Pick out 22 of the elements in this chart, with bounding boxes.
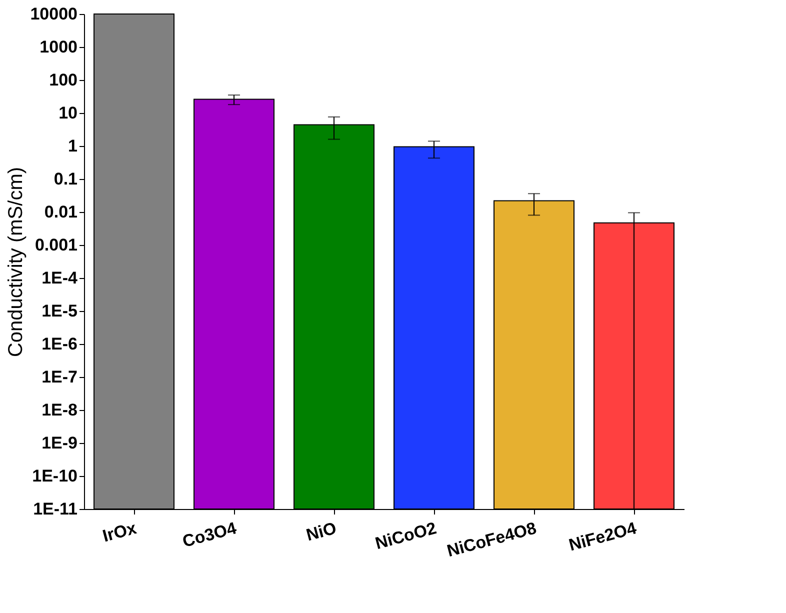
y-tick-label: 1E-6 — [42, 334, 78, 354]
x-tick-label: IrOx — [100, 518, 139, 546]
x-tick-label: NiCoO2 — [373, 518, 438, 554]
y-tick-label: 1E-10 — [32, 466, 78, 486]
y-tick-label: 1E-5 — [42, 302, 78, 320]
y-tick-label: 1E-9 — [42, 434, 78, 452]
y-tick-label: 10 — [58, 104, 78, 122]
x-tick-label: NiO — [304, 518, 338, 545]
y-tick-label: 1E-7 — [42, 368, 78, 386]
y-tick-label: 0.01 — [44, 202, 78, 222]
y-tick-label: 1 — [68, 136, 78, 156]
y-tick-label: 1E-4 — [42, 268, 78, 288]
y-tick-label: 1E-8 — [42, 400, 78, 420]
y-tick-label: 0.001 — [34, 236, 78, 254]
x-tick-label: Co3O4 — [180, 518, 239, 552]
x-tick-label: NiFe2O4 — [566, 518, 639, 555]
y-tick-label: 10000 — [30, 4, 78, 24]
y-axis-title: Conductivity (mS/cm) — [5, 166, 28, 358]
y-tick-label: 1000 — [40, 38, 78, 56]
y-tick-label: 0.1 — [54, 170, 78, 188]
y-tick-label: 100 — [49, 70, 78, 90]
y-tick-label: 1E-11 — [33, 500, 78, 518]
